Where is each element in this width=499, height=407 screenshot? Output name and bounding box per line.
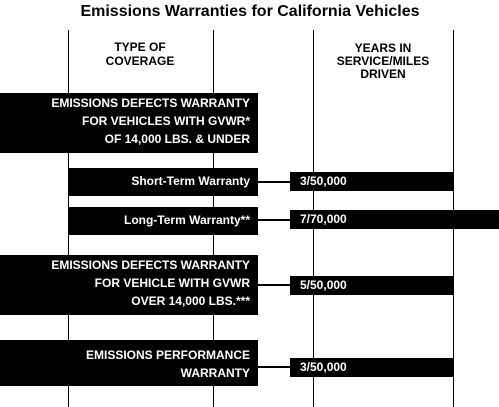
coverage-label: EMISSIONS DEFECTS WARRANTY: [51, 258, 250, 272]
coverage-label: OF 14,000 LBS. & UNDER: [105, 132, 251, 146]
coverage-label: WARRANTY: [181, 366, 250, 380]
value-bar: [290, 276, 453, 295]
coverage-block: [0, 93, 258, 153]
value-label: 3/50,000: [300, 174, 347, 188]
coverage-block: [0, 255, 258, 315]
value-label: 3/50,000: [300, 360, 347, 374]
value-bar: [290, 358, 453, 377]
value-bar: [290, 210, 499, 229]
column-header: TYPE OF: [114, 40, 165, 54]
column-header: DRIVEN: [360, 67, 405, 81]
coverage-block: [0, 340, 258, 386]
column-header: YEARS IN: [355, 41, 412, 55]
coverage-label: Long-Term Warranty**: [124, 213, 250, 227]
coverage-label: OVER 14,000 LBS.***: [131, 294, 250, 308]
coverage-block: [68, 168, 258, 196]
coverage-label: FOR VEHICLE WITH GVWR: [95, 276, 251, 290]
value-label: 5/50,000: [300, 278, 347, 292]
value-bar: [290, 172, 453, 191]
coverage-label: EMISSIONS PERFORMANCE: [86, 348, 250, 362]
coverage-label: FOR VEHICLES WITH GVWR*: [82, 114, 250, 128]
coverage-block: [68, 207, 258, 235]
title: Emissions Warranties for California Vehi…: [80, 3, 419, 20]
column-header: COVERAGE: [106, 54, 175, 68]
coverage-label: EMISSIONS DEFECTS WARRANTY: [51, 96, 250, 110]
value-label: 7/70,000: [300, 212, 347, 226]
column-header: SERVICE/MILES: [337, 54, 429, 68]
coverage-label: Short-Term Warranty: [131, 174, 250, 188]
